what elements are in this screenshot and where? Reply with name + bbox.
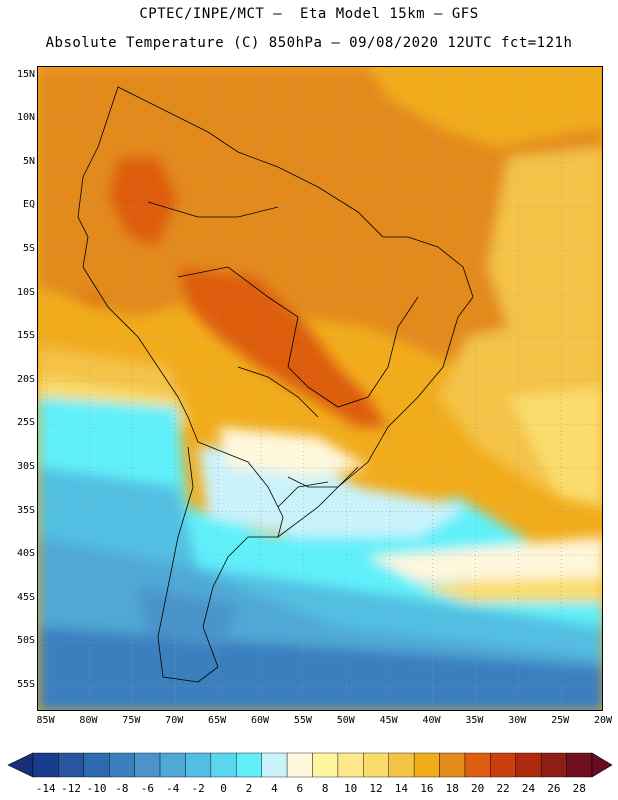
colorbar-tick-label: 2 bbox=[245, 782, 253, 795]
temperature-map bbox=[37, 66, 603, 711]
colorbar-tick-label: 24 bbox=[521, 782, 536, 795]
map-canvas bbox=[38, 67, 602, 710]
lon-label: 20W bbox=[593, 715, 613, 726]
colorbar-swatch bbox=[388, 752, 415, 778]
colorbar-swatch bbox=[185, 752, 212, 778]
lon-label: 40W bbox=[422, 715, 441, 726]
lon-label: 30W bbox=[508, 715, 527, 726]
colorbar-swatch bbox=[159, 752, 186, 778]
colorbar-tick-label: 18 bbox=[445, 782, 459, 795]
lat-label: 25S bbox=[16, 417, 35, 429]
lon-label: 85W bbox=[36, 715, 55, 726]
colorbar-tick-label: 10 bbox=[343, 782, 358, 795]
colorbar-swatch bbox=[464, 752, 491, 778]
colorbar-tick-label: 8 bbox=[321, 782, 329, 795]
colorbar-tick-label: -6 bbox=[140, 782, 154, 795]
colorbar-swatch bbox=[83, 752, 110, 778]
colorbar-swatch bbox=[413, 752, 440, 778]
colorbar-tick-label: 12 bbox=[369, 782, 383, 795]
lat-label: 15S bbox=[16, 330, 35, 342]
colorbar-swatch bbox=[515, 752, 542, 778]
colorbar-swatch bbox=[312, 752, 339, 778]
colorbar-tick-label: 26 bbox=[547, 782, 561, 795]
lat-label: 30S bbox=[16, 460, 35, 472]
lat-label: 15N bbox=[16, 68, 35, 80]
country-borders bbox=[77, 86, 474, 683]
lat-label: 50S bbox=[16, 635, 35, 647]
colorbar-tick-label: -4 bbox=[166, 782, 180, 795]
map-title-line1: CPTEC/INPE/MCT — Eta Model 15km — GFS bbox=[139, 6, 479, 22]
colorbar-tick-label: 22 bbox=[496, 782, 510, 795]
lon-label: 25W bbox=[551, 715, 570, 726]
colorbar-swatch bbox=[439, 752, 466, 778]
lat-label: 40S bbox=[16, 548, 35, 560]
colorbar-tick-label: -2 bbox=[191, 782, 205, 795]
colorbar-tick-label: 0 bbox=[220, 782, 227, 795]
colorbar-swatch bbox=[32, 752, 59, 778]
temperature-colorbar bbox=[7, 752, 613, 778]
colorbar-swatch bbox=[58, 752, 85, 778]
colorbar-swatch bbox=[490, 752, 516, 778]
colorbar-over-arrow bbox=[591, 752, 613, 778]
colorbar-tick-label: -10 bbox=[86, 782, 107, 795]
lat-label: 45S bbox=[16, 591, 35, 603]
colorbar-swatch bbox=[134, 752, 161, 778]
colorbar-swatch bbox=[210, 752, 237, 778]
lon-label: 65W bbox=[208, 715, 227, 726]
colorbar-tick-label: -12 bbox=[61, 782, 82, 795]
colorbar-tick-label: -8 bbox=[115, 782, 129, 795]
colorbar-swatch bbox=[286, 752, 313, 778]
lat-label: 10N bbox=[16, 112, 35, 124]
lon-label: 45W bbox=[379, 715, 398, 726]
colorbar-swatch bbox=[540, 752, 567, 778]
colorbar-swatch bbox=[337, 752, 364, 778]
colorbar-tick-label: 14 bbox=[394, 782, 409, 795]
colorbar-tick-label: -14 bbox=[35, 782, 56, 795]
colorbar-tick-label: 20 bbox=[471, 782, 485, 795]
colorbar-swatch bbox=[261, 752, 288, 778]
lat-label: EQ bbox=[22, 199, 35, 211]
lat-label: 20S bbox=[16, 373, 35, 385]
lat-label: 35S bbox=[16, 504, 35, 516]
colorbar-swatch bbox=[566, 752, 593, 778]
lon-label: 75W bbox=[122, 715, 141, 726]
colorbar-tick-label: 28 bbox=[572, 782, 586, 795]
lat-label: 5N bbox=[22, 155, 35, 167]
lat-label: 5S bbox=[22, 243, 35, 255]
lat-label: 10S bbox=[16, 286, 35, 298]
lon-label: 80W bbox=[79, 715, 98, 726]
lon-label: 70W bbox=[165, 715, 184, 726]
map-title-line2: Absolute Temperature (C) 850hPa — 09/08/… bbox=[45, 35, 573, 51]
lon-label: 50W bbox=[336, 715, 355, 726]
colorbar-tick-label: 16 bbox=[420, 782, 434, 795]
colorbar-swatch bbox=[109, 752, 135, 778]
colorbar-tick-label: 6 bbox=[296, 782, 304, 795]
lon-label: 35W bbox=[465, 715, 484, 726]
lon-label: 60W bbox=[250, 715, 269, 726]
lon-label: 55W bbox=[293, 715, 312, 726]
colorbar-swatch bbox=[363, 752, 389, 778]
lat-label: 55S bbox=[16, 678, 35, 690]
temperature-field bbox=[38, 67, 602, 710]
colorbar-tick-label: 4 bbox=[271, 782, 278, 795]
colorbar-under-arrow bbox=[7, 752, 34, 778]
colorbar-swatch bbox=[236, 752, 262, 778]
